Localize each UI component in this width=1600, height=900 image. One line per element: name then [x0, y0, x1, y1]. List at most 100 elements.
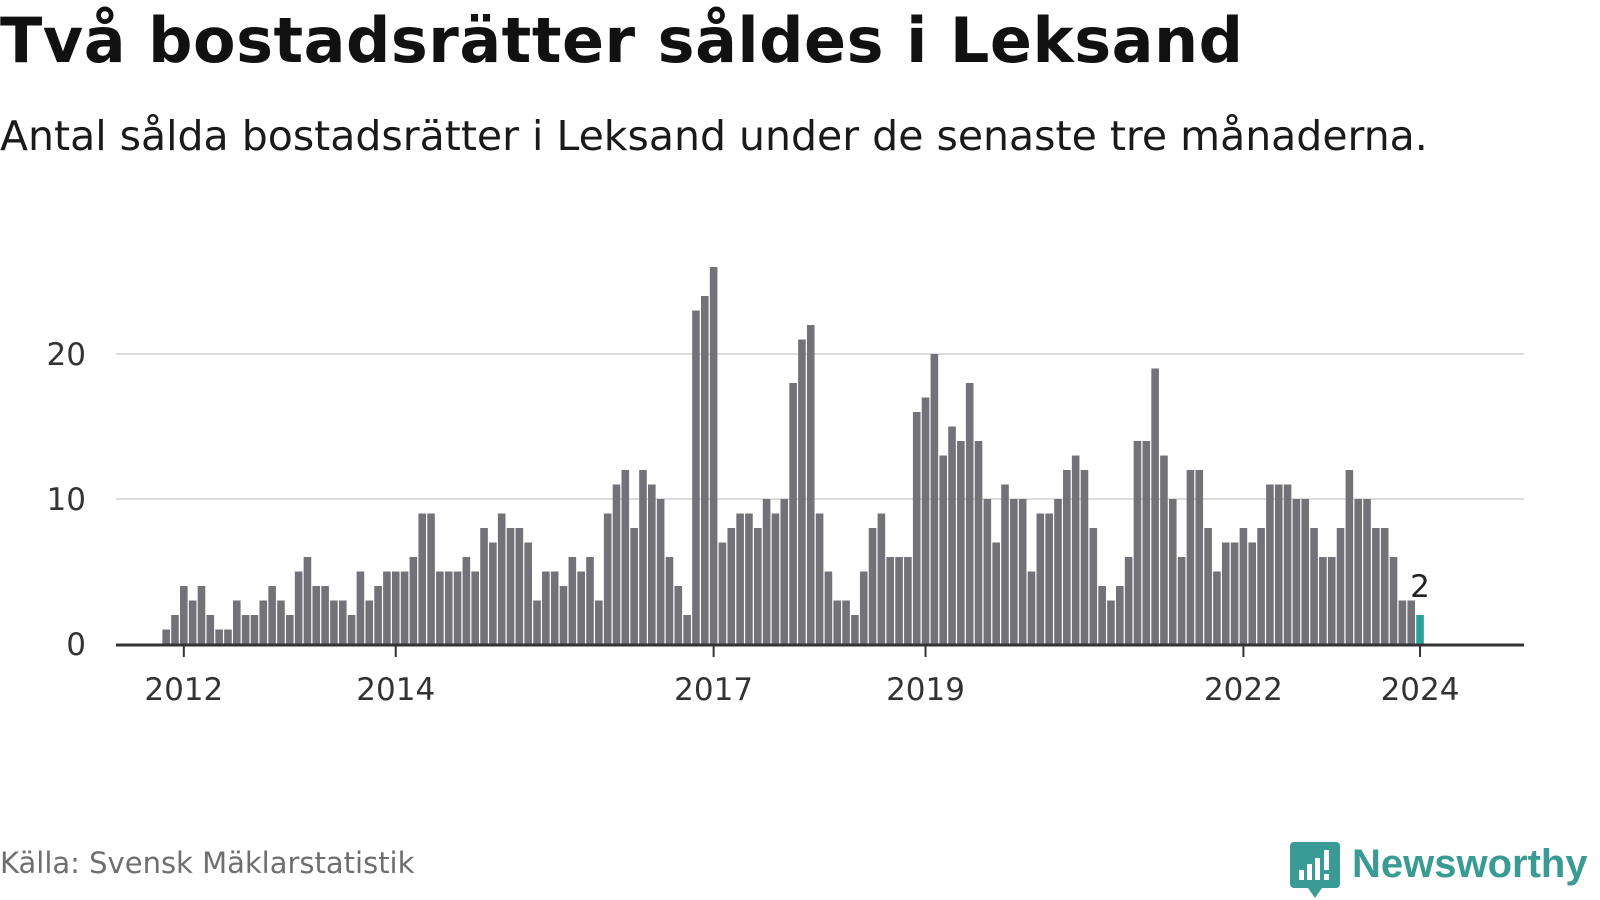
bar [806, 325, 815, 644]
bar [842, 600, 850, 644]
bar [824, 571, 833, 644]
bar [197, 586, 206, 644]
bar [1195, 470, 1204, 644]
bar [648, 484, 656, 644]
bar [683, 615, 691, 644]
bar [285, 615, 294, 644]
bar [727, 528, 736, 644]
bars [162, 267, 1424, 644]
x-tick-label: 2024 [1381, 672, 1460, 708]
bar [709, 267, 718, 644]
bar [1230, 542, 1239, 644]
bar [1036, 513, 1045, 644]
bar [912, 412, 921, 644]
x-tick-label: 2017 [674, 672, 753, 708]
bar [1089, 528, 1098, 644]
bar [1363, 499, 1371, 644]
bar [965, 383, 974, 644]
bar [877, 513, 886, 644]
x-axis [116, 643, 1524, 657]
bar [1327, 557, 1336, 644]
newsworthy-logo-icon [1290, 842, 1340, 898]
bar [1221, 542, 1230, 644]
bar [1054, 499, 1062, 644]
bar [992, 542, 1000, 644]
bar [1266, 484, 1274, 644]
bar [365, 600, 374, 644]
bar [859, 571, 868, 644]
bar [1098, 586, 1106, 644]
bar [886, 557, 895, 644]
brand-name: Newsworthy [1352, 842, 1588, 886]
bar [524, 542, 532, 644]
bar [745, 513, 753, 644]
bar [921, 397, 930, 644]
y-tick-label: 10 [47, 482, 86, 518]
bar [1283, 484, 1292, 644]
chart-subtitle: Antal sålda bostadsrätter i Leksand unde… [0, 112, 1428, 160]
bar [692, 310, 700, 644]
source-note: Källa: Svensk Mäklarstatistik [0, 846, 415, 880]
bar [1151, 368, 1159, 644]
bar [1124, 557, 1133, 644]
bar [233, 600, 241, 644]
bar [753, 528, 762, 644]
bar [1407, 600, 1415, 644]
bar [957, 441, 965, 644]
bar [162, 629, 170, 644]
bar [1380, 528, 1389, 644]
bar [1045, 513, 1053, 644]
bar [1027, 571, 1036, 644]
bar [1018, 499, 1027, 644]
bar [700, 296, 709, 644]
bar [550, 571, 559, 644]
bar-highlight [1416, 615, 1424, 644]
bar [1142, 441, 1151, 644]
y-tick-label: 20 [47, 337, 86, 373]
bar [224, 629, 232, 644]
bar [444, 571, 453, 644]
bar [780, 499, 789, 644]
bar [1257, 528, 1265, 644]
axis-labels: 0 10 20 2 2012 2014 2017 2019 2022 2024 [47, 337, 1460, 708]
bar [480, 528, 488, 644]
bar [1301, 499, 1310, 644]
bar [656, 499, 665, 644]
bar [347, 615, 356, 644]
bar [851, 615, 859, 644]
bar [436, 571, 444, 644]
bar [453, 571, 462, 644]
bar [171, 615, 179, 644]
bar [1168, 499, 1177, 644]
y-tick-label: 0 [66, 627, 86, 663]
x-tick-label: 2019 [886, 672, 965, 708]
bar [303, 557, 312, 644]
chart-title: Två bostadsrätter såldes i Leksand [0, 4, 1244, 77]
bar [586, 557, 594, 644]
bar [409, 557, 418, 644]
x-tick-label: 2022 [1204, 672, 1283, 708]
newsworthy-brand[interactable]: Newsworthy [1290, 842, 1600, 900]
bar [1239, 528, 1248, 644]
bar [1310, 528, 1318, 644]
bar [621, 470, 630, 644]
bar [188, 600, 197, 644]
bar [1010, 499, 1018, 644]
bar [418, 513, 427, 644]
bar [1274, 484, 1283, 644]
bar [489, 542, 497, 644]
bar [789, 383, 797, 644]
bar [1336, 528, 1345, 644]
bar [321, 586, 329, 644]
bar [471, 571, 480, 644]
bar [665, 557, 674, 644]
bar [497, 513, 506, 644]
bar [559, 586, 568, 644]
bar [612, 484, 621, 644]
highlight-value-label: 2 [1410, 569, 1430, 605]
bar [833, 600, 842, 644]
bar [391, 571, 400, 644]
bar [1160, 455, 1168, 644]
bar [206, 615, 215, 644]
bar [400, 571, 409, 644]
